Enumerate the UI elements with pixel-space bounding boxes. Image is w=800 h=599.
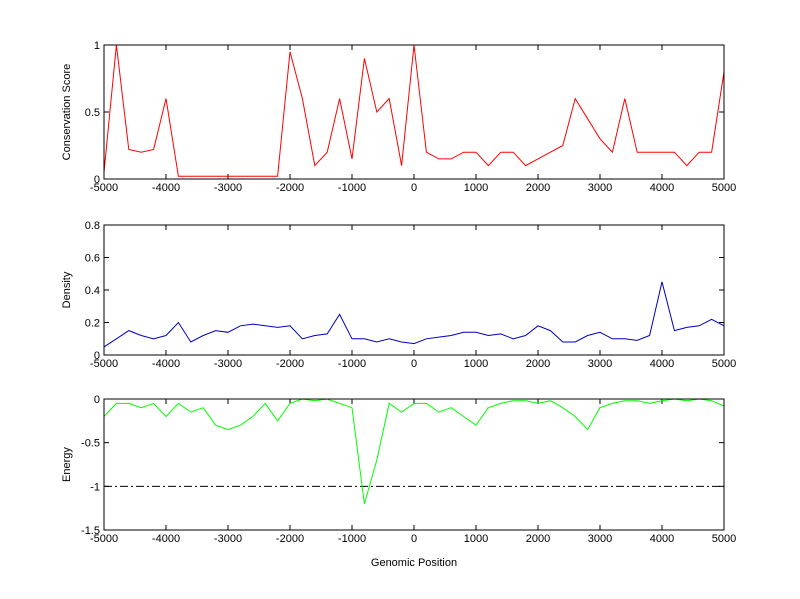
x-tick-label: 0	[411, 533, 417, 545]
y-tick-label: 1	[94, 40, 100, 52]
x-tick-label: 0	[411, 182, 417, 194]
x-tick-label: -4000	[152, 358, 180, 370]
x-tick-label: -1000	[338, 358, 366, 370]
x-tick-label: 4000	[650, 182, 674, 194]
y-tick-label: 0.8	[85, 220, 100, 232]
x-tick-label: 4000	[650, 358, 674, 370]
y-tick-label: -1.5	[81, 525, 100, 537]
axes-box	[103, 224, 725, 356]
data-line	[103, 281, 725, 348]
y-tick-label: -1	[90, 481, 100, 493]
axes-background	[104, 399, 724, 530]
x-tick-label: 2000	[526, 182, 550, 194]
x-tick-label: -3000	[214, 182, 242, 194]
x-tick-label: 2000	[526, 358, 550, 370]
x-axis-label: Genomic Position	[371, 557, 457, 569]
x-tick-label: 5000	[712, 182, 736, 194]
axes-background	[104, 225, 724, 355]
y-axis-label: Conservation Score	[61, 64, 73, 161]
y-tick-label: 0.4	[85, 285, 100, 297]
x-tick-label: -1000	[338, 182, 366, 194]
axes-box	[103, 398, 725, 531]
x-tick-label: -3000	[214, 358, 242, 370]
x-tick-label: 5000	[712, 533, 736, 545]
y-tick-label: -0.5	[81, 438, 100, 450]
x-tick-label: 3000	[588, 182, 612, 194]
axes-background	[104, 45, 724, 179]
x-tick-label: -4000	[152, 182, 180, 194]
x-tick-label: -5000	[90, 533, 118, 545]
x-tick-label: 4000	[650, 533, 674, 545]
x-tick-label: 0	[411, 358, 417, 370]
x-tick-label: -2000	[276, 358, 304, 370]
x-tick-label: 5000	[712, 358, 736, 370]
x-tick-label: -2000	[276, 182, 304, 194]
y-axis-label: Energy	[61, 447, 73, 482]
x-tick-label: -2000	[276, 533, 304, 545]
data-line	[103, 398, 725, 504]
x-tick-label: -1000	[338, 533, 366, 545]
y-tick-label: 0.6	[85, 253, 100, 265]
x-tick-label: 3000	[588, 533, 612, 545]
y-tick-label: 0	[94, 394, 100, 406]
x-tick-label: 1000	[464, 533, 488, 545]
axes-box	[103, 44, 725, 180]
y-tick-label: 0	[94, 350, 100, 362]
y-tick-label: 0	[94, 174, 100, 186]
y-tick-label: 0.2	[85, 318, 100, 330]
x-tick-label: -5000	[90, 358, 118, 370]
x-tick-label: -5000	[90, 182, 118, 194]
y-tick-label: 0.5	[85, 107, 100, 119]
x-tick-label: -3000	[214, 533, 242, 545]
x-tick-label: -4000	[152, 533, 180, 545]
y-axis-label: Density	[61, 271, 73, 308]
x-tick-label: 1000	[464, 182, 488, 194]
x-tick-label: 1000	[464, 358, 488, 370]
x-tick-label: 2000	[526, 533, 550, 545]
x-tick-label: 3000	[588, 358, 612, 370]
